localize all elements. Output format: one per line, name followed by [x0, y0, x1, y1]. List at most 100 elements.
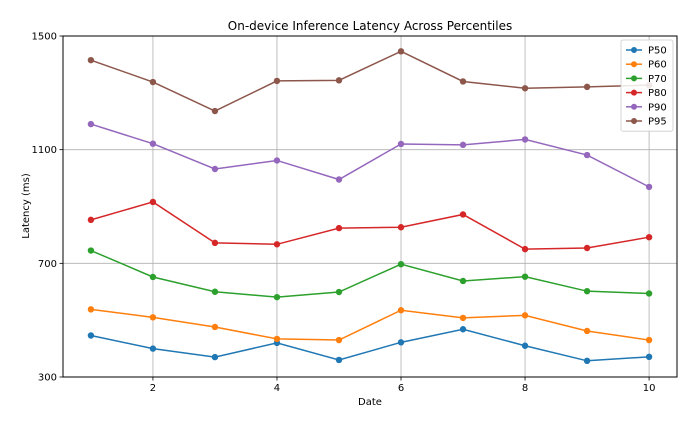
legend-item-p50: P50	[626, 46, 667, 57]
data-point-p50	[459, 326, 467, 333]
legend-swatch-marker	[631, 89, 637, 96]
data-point-p80	[521, 245, 529, 253]
x-tick-label: 8	[522, 383, 528, 394]
data-point-p70	[335, 288, 343, 296]
data-point-p50	[335, 356, 343, 364]
y-tick-label: 300	[38, 373, 57, 384]
data-point-p80	[87, 216, 95, 224]
data-point-p80	[273, 241, 281, 248]
series-line-p95	[90, 50, 650, 112]
x-tick-label: 2	[150, 383, 156, 394]
series-line-p80	[90, 201, 650, 250]
data-point-p70	[397, 260, 405, 268]
legend-swatch-marker	[631, 118, 637, 124]
data-point-p80	[149, 198, 157, 206]
data-point-p70	[211, 288, 219, 295]
y-tick-label: 1100	[32, 145, 57, 156]
legend-swatch-marker	[631, 61, 637, 68]
data-point-p50	[211, 353, 219, 361]
data-point-p80	[397, 224, 405, 231]
legend-label: P70	[648, 74, 667, 85]
series-line-p90	[90, 123, 650, 188]
data-point-p60	[273, 335, 281, 343]
x-tick-label: 6	[398, 383, 404, 394]
data-point-p70	[459, 277, 467, 285]
legend-label: P60	[648, 60, 667, 71]
chart-title: On-device Inference Latency Across Perce…	[228, 19, 512, 33]
legend-item-p90: P90	[626, 102, 667, 113]
data-point-p95	[397, 48, 405, 55]
data-point-p90	[273, 157, 281, 164]
data-point-p50	[583, 357, 591, 365]
data-point-p90	[397, 140, 405, 148]
legend-item-p95: P95	[626, 117, 667, 128]
series-p95	[87, 48, 653, 115]
x-tick-label: 10	[643, 383, 656, 394]
data-point-p80	[459, 211, 467, 218]
series-p70	[87, 247, 653, 301]
legend-label: P50	[648, 46, 667, 57]
data-point-p60	[87, 306, 95, 313]
data-point-p90	[583, 151, 591, 159]
data-point-p95	[273, 77, 281, 85]
y-tick-label: 700	[38, 259, 57, 270]
y-axis-title: Latency (ms)	[21, 173, 32, 239]
data-point-p80	[211, 239, 219, 247]
data-point-p90	[87, 120, 95, 128]
data-point-p95	[459, 78, 467, 85]
data-point-p60	[397, 307, 405, 314]
legend-label: P80	[648, 88, 667, 99]
data-point-p70	[87, 247, 95, 254]
data-point-p90	[459, 141, 467, 149]
series-p90	[87, 120, 653, 191]
legend-item-p60: P60	[626, 60, 667, 71]
data-point-p60	[645, 336, 653, 344]
series-line-p50	[90, 328, 650, 362]
data-point-p80	[583, 244, 591, 252]
data-point-p80	[645, 233, 653, 241]
data-point-p95	[583, 83, 591, 91]
data-point-p70	[645, 290, 653, 297]
y-tick-label: 1500	[32, 32, 57, 43]
data-point-p70	[521, 273, 529, 280]
data-point-p80	[335, 224, 343, 232]
data-point-p50	[521, 342, 529, 349]
legend-item-p80: P80	[626, 88, 667, 99]
data-point-p60	[149, 314, 157, 321]
series-p80	[87, 198, 653, 253]
data-point-p95	[521, 85, 529, 92]
plot-frame	[62, 35, 678, 378]
series-line-p60	[90, 308, 650, 341]
data-point-p50	[149, 345, 157, 352]
data-point-p90	[149, 140, 157, 147]
legend-swatch-marker	[631, 75, 637, 82]
data-point-p95	[211, 107, 219, 115]
legend-swatch-marker	[631, 47, 637, 53]
series-line-p70	[90, 249, 650, 298]
data-point-p50	[87, 332, 95, 339]
data-point-p50	[645, 353, 653, 361]
data-point-p60	[211, 323, 219, 331]
data-point-p95	[87, 56, 95, 64]
data-point-p50	[397, 339, 405, 346]
data-point-p95	[149, 78, 157, 86]
series-group	[87, 48, 653, 365]
data-point-p90	[521, 136, 529, 143]
x-axis-title: Date	[358, 397, 382, 408]
data-point-p60	[335, 336, 343, 344]
data-point-p70	[583, 287, 591, 295]
series-p60	[87, 306, 653, 344]
legend: P50 P60 P70 P80 P90 P95	[620, 39, 674, 132]
data-point-p60	[583, 327, 591, 335]
legend-label: P95	[648, 117, 667, 128]
data-point-p90	[645, 183, 653, 191]
data-point-p60	[459, 314, 467, 322]
axis-ticks: 2 4 6 8 10 300 700 1100 1500	[32, 32, 656, 395]
x-tick-label: 4	[274, 383, 280, 394]
data-point-p70	[149, 273, 157, 281]
data-point-p95	[335, 77, 343, 84]
legend-item-p70: P70	[626, 74, 667, 85]
data-point-p70	[273, 293, 281, 301]
